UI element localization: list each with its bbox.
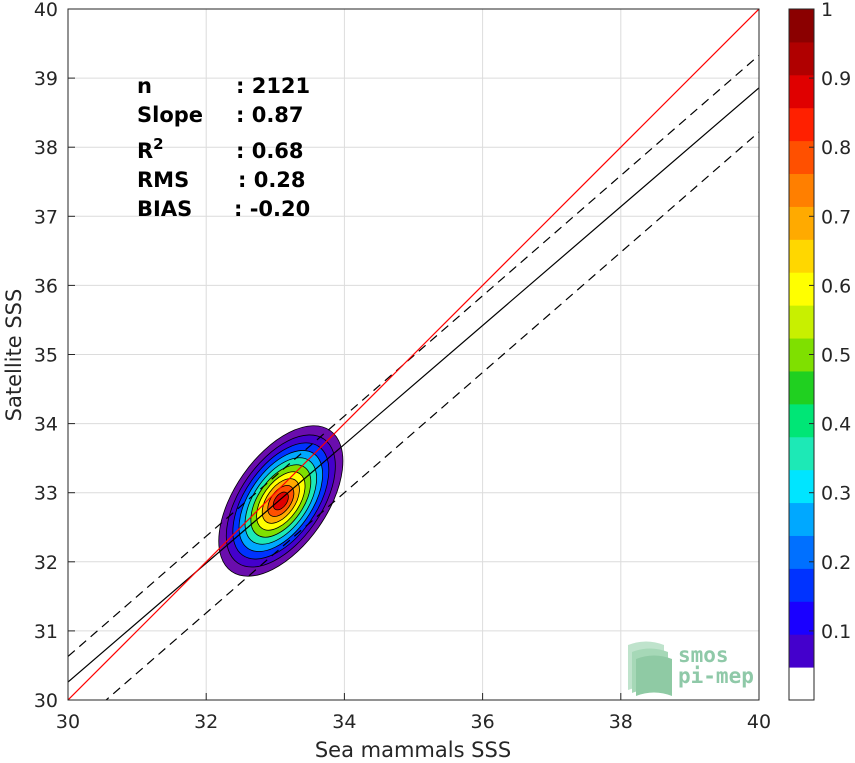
- density-contours: [218, 425, 344, 577]
- y-tick-label: 32: [34, 552, 58, 574]
- colorbar-segment: [789, 107, 814, 142]
- y-tick-label: 39: [34, 68, 58, 90]
- identity-line: [68, 9, 759, 700]
- waves-logo-icon: [628, 641, 672, 696]
- y-tick-label: 35: [34, 345, 58, 367]
- colorbar-segment: [789, 140, 814, 175]
- stat-value: : 0.87: [236, 103, 304, 127]
- x-axis-ticks: 30 32 34 36 38 40: [56, 693, 771, 733]
- colorbar-segment: [789, 370, 814, 405]
- stat-value: : 0.28: [238, 168, 306, 192]
- x-tick-label: 34: [332, 711, 356, 733]
- colorbar: 0.1 0.2 0.3 0.4 0.5 0.6 0.7 0.8 0.9 1: [788, 0, 851, 701]
- y-tick-label: 38: [34, 137, 58, 159]
- x-tick-label: 30: [56, 711, 80, 733]
- y-tick-label: 33: [34, 483, 58, 505]
- y-axis-label: Satellite SSS: [2, 289, 26, 422]
- colorbar-segment: [789, 469, 814, 504]
- colorbar-tick-label: 0.8: [821, 137, 851, 159]
- colorbar-segment: [789, 173, 814, 207]
- stat-value: : 2121: [236, 74, 310, 98]
- stat-key: n: [137, 74, 152, 98]
- colorbar-segment: [789, 667, 814, 701]
- colorbar-tick-label: 0.6: [821, 275, 851, 297]
- watermark-line-1: smos: [678, 643, 729, 667]
- stat-key: Slope: [137, 103, 203, 127]
- colorbar-segment: [789, 206, 814, 240]
- colorbar-segment: [789, 74, 814, 109]
- colorbar-segment: [789, 436, 814, 471]
- upper-bound-line: [68, 54, 759, 657]
- stat-key: BIAS: [137, 197, 192, 221]
- stat-key-superscript: 2: [153, 135, 163, 153]
- colorbar-segment: [789, 9, 814, 43]
- colorbar-tick-label: 0.9: [821, 68, 851, 90]
- colorbar-segment: [789, 272, 814, 306]
- reference-lines: [68, 9, 759, 700]
- lower-bound-line: [105, 131, 759, 700]
- stat-value: : -0.20: [234, 197, 310, 221]
- x-tick-label: 36: [471, 711, 495, 733]
- colorbar-segment: [789, 568, 814, 602]
- colorbar-segment: [789, 305, 814, 339]
- colorbar-segment: [789, 601, 814, 635]
- colorbar-tick-label: 0.2: [821, 552, 851, 574]
- y-tick-label: 37: [34, 206, 58, 228]
- colorbar-segment: [789, 41, 814, 76]
- y-axis-ticks: 30 31 32 33 34 35 36 37 38 39 40: [34, 0, 75, 712]
- stat-key: RMS: [137, 168, 189, 192]
- x-tick-label: 32: [194, 711, 218, 733]
- stat-value: : 0.68: [236, 139, 304, 163]
- x-axis-label: Sea mammals SSS: [315, 738, 511, 762]
- y-tick-label: 31: [34, 621, 58, 643]
- x-tick-label: 38: [609, 711, 633, 733]
- colorbar-segment: [789, 403, 814, 438]
- smos-pimep-watermark: smos pi-mep: [628, 641, 754, 696]
- y-tick-label: 36: [34, 275, 58, 297]
- colorbar-tick-label: 0.1: [821, 621, 851, 643]
- colorbar-tick-label: 0.7: [821, 206, 851, 228]
- density-contour-level: [272, 491, 289, 511]
- colorbar-segment: [789, 535, 814, 569]
- colorbar-tick-label: 1: [821, 0, 833, 21]
- colorbar-segment: [789, 502, 814, 536]
- grid-lines: [67, 8, 760, 701]
- colorbar-segment: [789, 634, 814, 668]
- colorbar-segment: [789, 239, 814, 273]
- regression-line: [68, 87, 759, 683]
- y-tick-label: 34: [34, 414, 58, 436]
- colorbar-tick-label: 0.3: [821, 483, 851, 505]
- y-tick-label: 30: [34, 690, 58, 712]
- colorbar-tick-label: 0.4: [821, 414, 851, 436]
- colorbar-tick-label: 0.5: [821, 345, 851, 367]
- watermark-line-2: pi-mep: [678, 664, 754, 688]
- x-tick-label: 40: [747, 711, 771, 733]
- y-tick-label: 40: [34, 0, 58, 21]
